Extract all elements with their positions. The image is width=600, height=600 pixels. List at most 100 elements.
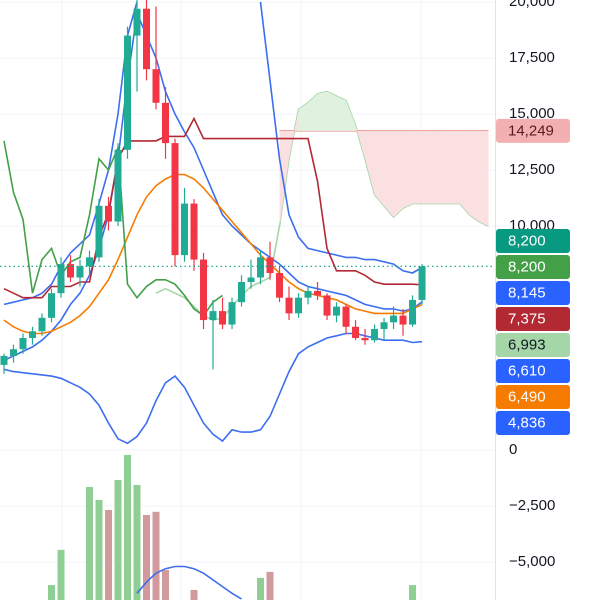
cloud-segment <box>460 130 470 215</box>
price-label-box <box>496 411 570 435</box>
price-label: 6,610 <box>508 362 546 379</box>
candle-body <box>276 273 284 298</box>
candle-body <box>38 317 46 332</box>
volume-bar <box>47 585 55 600</box>
candle-body <box>352 326 360 338</box>
volume-bar <box>162 570 170 600</box>
cloud-segment <box>450 130 461 204</box>
price-labels: 14,249 8,200 8,200 8,145 7,375 6,993 6,610 6,49… <box>496 118 570 435</box>
volume-bar <box>257 577 265 600</box>
y-tick-label: 15,000 <box>509 105 555 122</box>
indicator-line <box>3 116 423 299</box>
price-label-box <box>496 281 570 305</box>
candle-body <box>76 266 84 278</box>
y-tick-label: 12,500 <box>509 161 555 178</box>
indicator-line <box>259 1 423 274</box>
y-tick-label: −5,000 <box>509 553 555 570</box>
candle-body <box>162 102 170 144</box>
price-label-box <box>496 229 570 253</box>
volume-bar <box>152 511 160 600</box>
volume-bar <box>95 499 103 600</box>
cloud-segment <box>327 91 337 131</box>
cloud-segment <box>403 130 413 209</box>
cloud-segment <box>346 100 356 131</box>
volume-bar <box>266 571 274 600</box>
candle-body <box>238 281 246 303</box>
cloud-segment <box>469 130 480 222</box>
candle-body <box>133 8 141 36</box>
candle-body <box>171 143 179 256</box>
indicator-line <box>3 140 223 317</box>
candle-body <box>409 299 417 325</box>
volume-bar <box>85 486 93 600</box>
y-tick-label: 20,000 <box>509 0 555 10</box>
candle-body <box>304 290 312 298</box>
volume-bar <box>409 585 417 600</box>
volume-bar <box>190 589 198 600</box>
candle-body <box>418 266 426 300</box>
y-tick-label: 0 <box>509 441 517 458</box>
price-label-box <box>496 385 570 409</box>
candle-body <box>380 322 388 330</box>
candle-body <box>181 203 189 256</box>
candle-body <box>228 302 236 325</box>
grid <box>0 1 495 563</box>
price-label: 8,200 <box>508 232 546 249</box>
cloud-segment <box>336 96 347 131</box>
cloud-segment <box>422 130 432 204</box>
candle-body <box>295 297 303 314</box>
candle-body <box>190 203 198 260</box>
price-label-box <box>496 307 570 331</box>
cloud-segment <box>355 125 366 159</box>
cloud-segment <box>289 109 299 159</box>
cloud-segment <box>308 93 318 131</box>
y-tick-label: −2,500 <box>509 497 555 514</box>
price-label-box <box>496 255 570 279</box>
price-label-box <box>496 359 570 383</box>
indicator-line <box>3 173 423 335</box>
cloud-segment <box>441 130 451 204</box>
price-label: 8,200 <box>508 258 546 275</box>
candle-body <box>105 205 113 222</box>
candle-body <box>209 311 217 321</box>
volume-bar <box>105 510 113 600</box>
candle-body <box>95 205 103 258</box>
candle-body <box>47 293 55 318</box>
cloud-segment <box>317 91 328 131</box>
price-label: 6,490 <box>508 388 546 405</box>
candle-body <box>323 295 331 316</box>
volume-bar <box>133 484 141 600</box>
y-tick-label: 17,500 <box>509 49 555 66</box>
cloud-segment <box>384 130 394 218</box>
candle-body <box>257 257 265 278</box>
cloud-segment <box>279 130 290 226</box>
candle-body <box>314 290 322 296</box>
cloud-segment <box>298 102 309 131</box>
cloud-segment <box>393 130 404 218</box>
candle-body <box>371 329 379 341</box>
price-label-box <box>496 118 570 143</box>
price-label: 4,836 <box>508 414 546 431</box>
cloud-segment <box>374 130 385 206</box>
volume-bar <box>124 454 132 600</box>
candle-body <box>200 259 208 321</box>
candle-body <box>247 277 255 282</box>
candle-body <box>390 315 398 323</box>
candle-body <box>19 337 27 350</box>
candle-body <box>66 264 74 278</box>
cloud-segment <box>412 130 423 204</box>
candle-body <box>285 297 293 314</box>
candle-body <box>152 69 160 103</box>
candle-body <box>361 337 369 341</box>
candle-body <box>9 349 17 356</box>
candle-body <box>399 315 407 325</box>
candle-body <box>85 257 93 267</box>
indicator-line <box>3 1 138 306</box>
volume-bar <box>57 549 65 600</box>
candle-body <box>124 35 132 150</box>
volume-bar <box>143 514 151 600</box>
price-label: 7,375 <box>508 310 546 327</box>
cloud-segment <box>431 130 442 204</box>
